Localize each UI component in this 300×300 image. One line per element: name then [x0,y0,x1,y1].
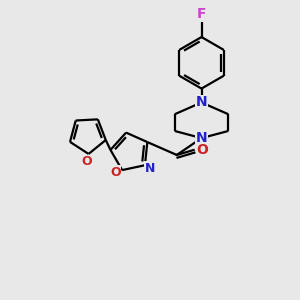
Text: N: N [196,95,207,110]
Text: N: N [196,131,207,145]
Text: N: N [145,162,155,175]
Text: F: F [197,7,206,21]
Text: O: O [81,155,92,168]
Text: O: O [110,166,121,178]
Text: O: O [196,143,208,157]
